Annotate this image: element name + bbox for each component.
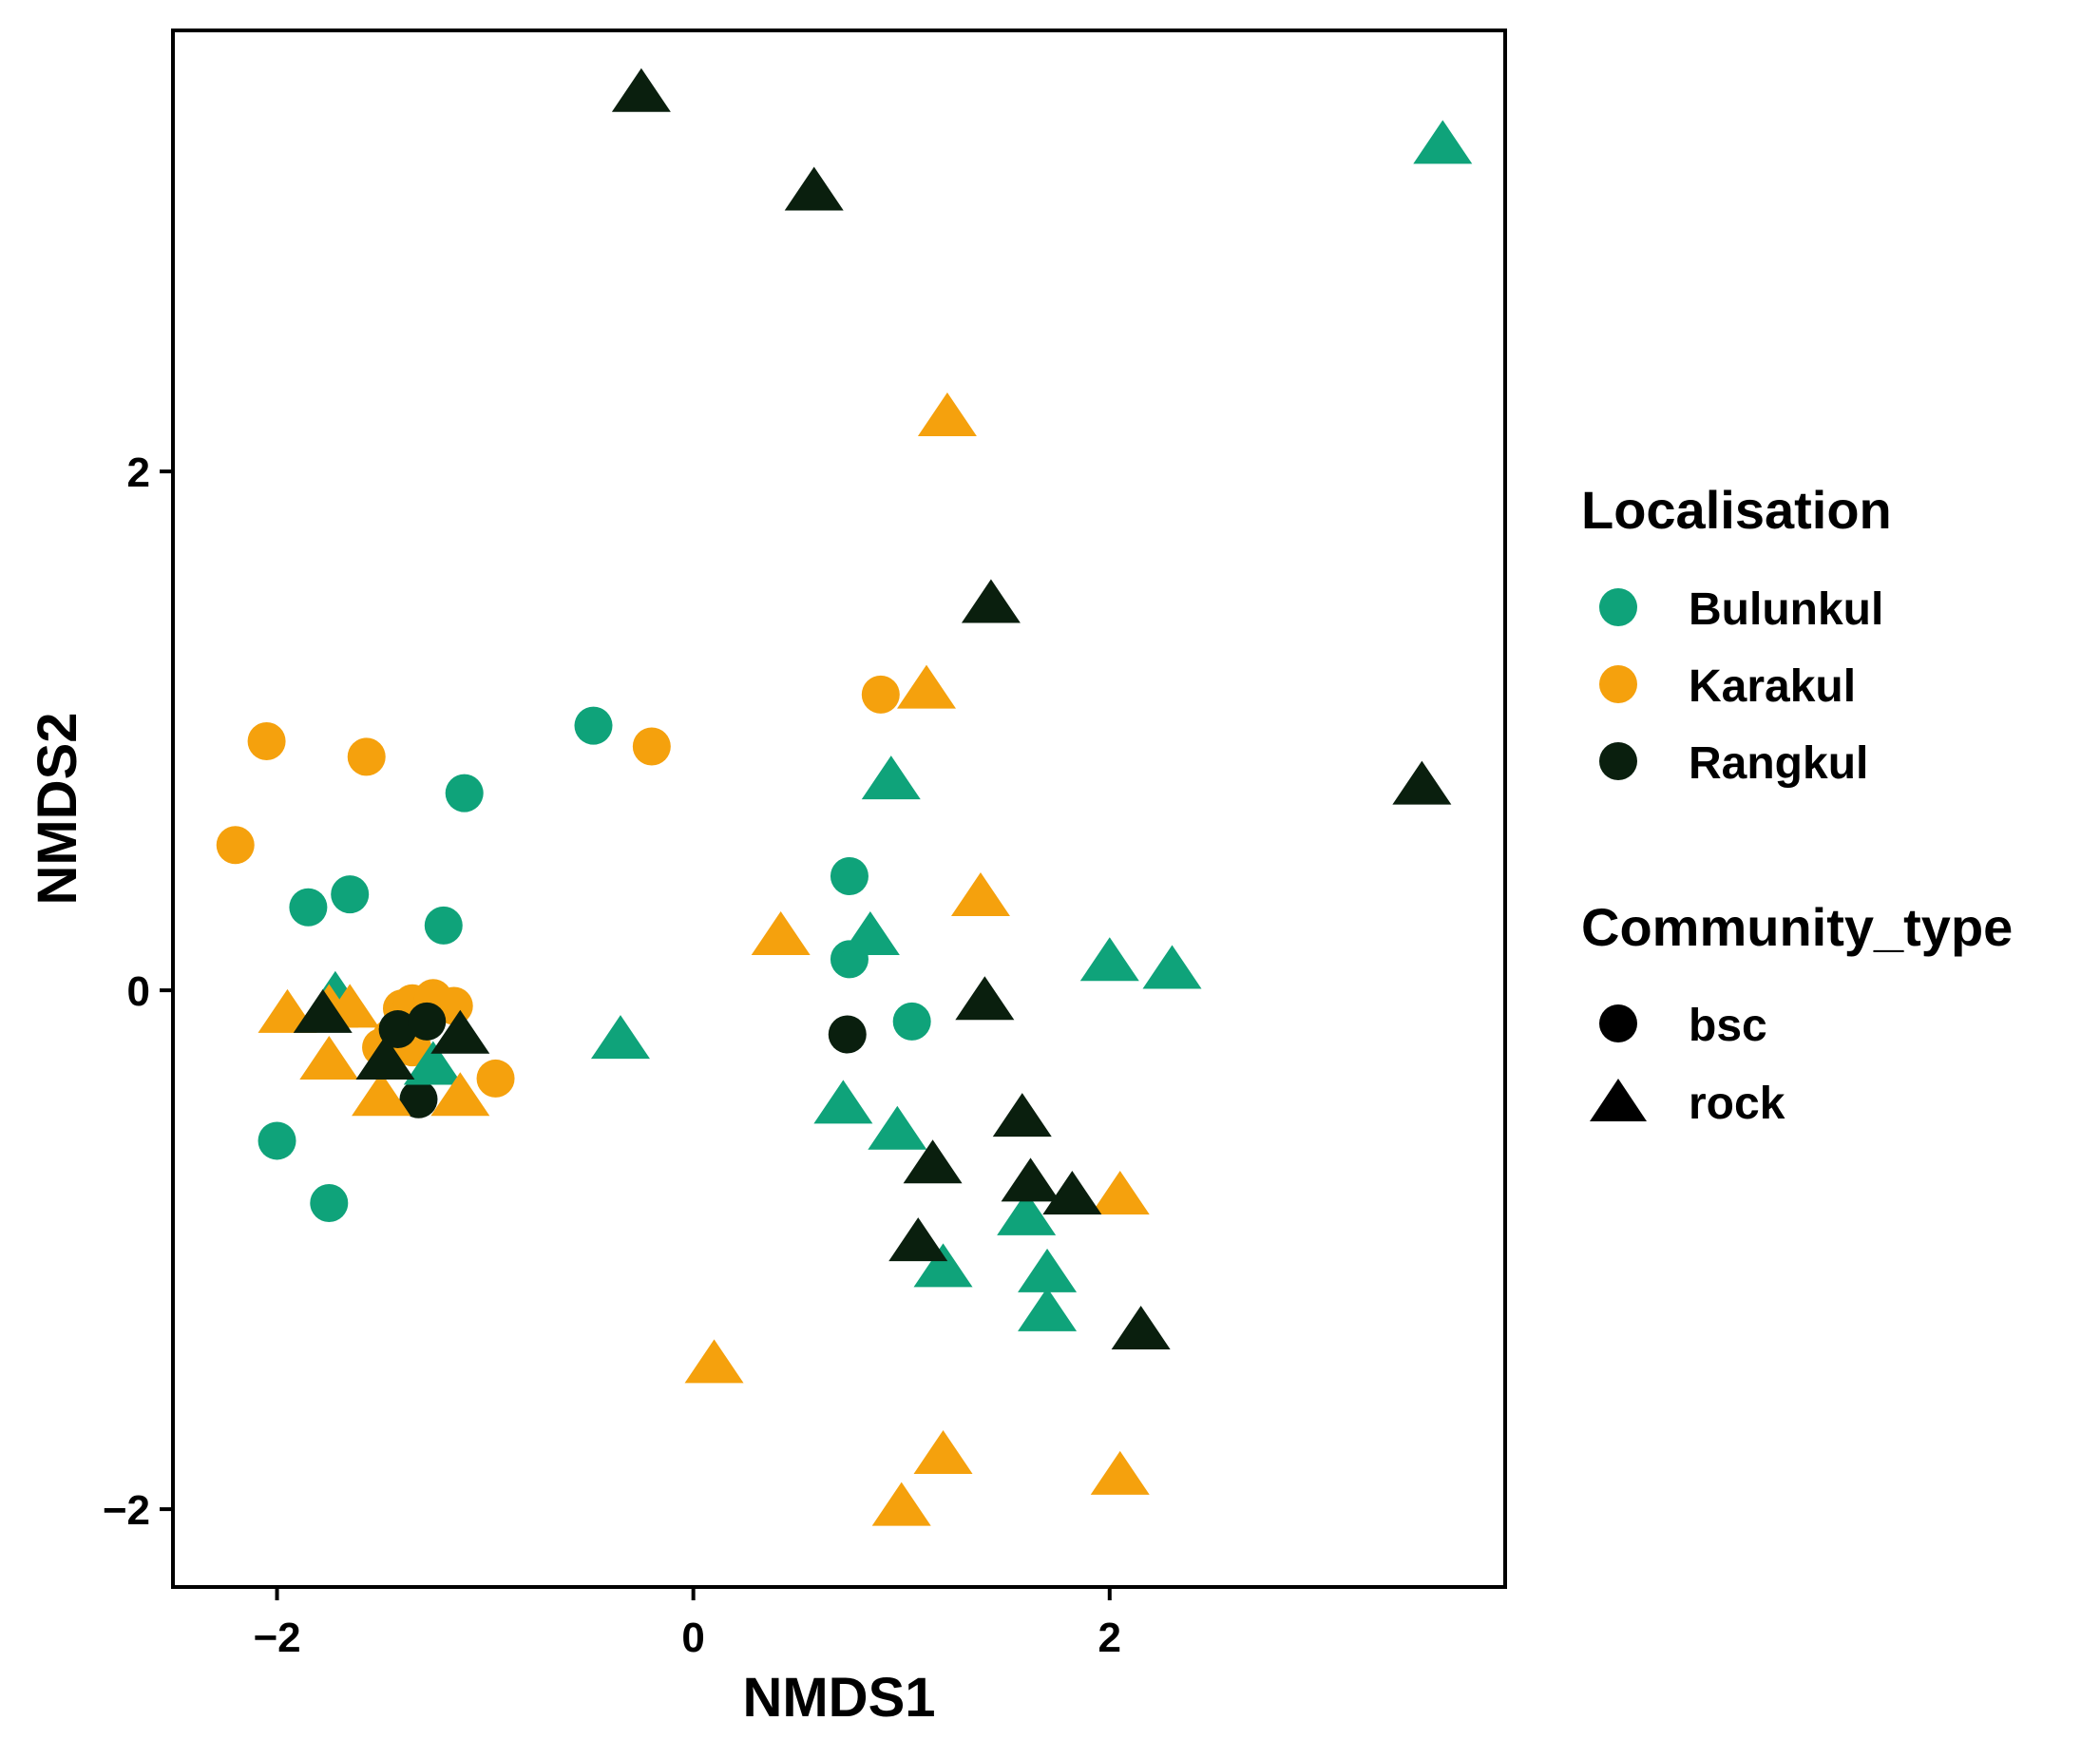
point-bulunkul-rock — [997, 1191, 1057, 1235]
plot-panel-border — [171, 29, 1507, 1589]
y-axis-tick-label: −2 — [103, 1487, 150, 1534]
point-karakul-bsc — [347, 737, 386, 776]
point-bulunkul-bsc — [289, 888, 328, 927]
legend-key-rangkul — [1599, 742, 1637, 780]
point-rangkul-rock — [1042, 1170, 1102, 1214]
point-bulunkul-rock — [840, 910, 900, 955]
point-bulunkul-bsc — [258, 1121, 296, 1160]
point-karakul-bsc — [476, 1059, 515, 1098]
point-bulunkul-rock — [1018, 1287, 1078, 1331]
point-bulunkul-rock — [1018, 1248, 1078, 1292]
legend-key-rock — [1590, 1079, 1647, 1121]
points-layer — [216, 67, 1473, 1526]
point-karakul-rock — [299, 1036, 359, 1080]
point-bulunkul-rock — [1413, 120, 1473, 164]
point-rangkul-rock — [355, 1036, 415, 1080]
y-axis-title: NMDS2 — [27, 712, 88, 905]
point-rangkul-rock — [888, 1217, 948, 1262]
point-karakul-bsc — [632, 727, 671, 766]
legend-label-rangkul: Rangkul — [1689, 738, 1868, 789]
point-bulunkul-bsc — [892, 1002, 931, 1041]
point-rangkul-bsc — [408, 1002, 447, 1041]
y-axis-tick-label: 2 — [127, 449, 150, 496]
point-bulunkul-rock — [403, 1041, 463, 1085]
legend: Localisation Bulunkul Karakul Rangkul Co… — [1581, 480, 2013, 1129]
x-axis-tick-label: −2 — [253, 1615, 300, 1661]
point-bulunkul-bsc — [574, 706, 613, 745]
point-bulunkul-rock — [813, 1080, 873, 1124]
point-bulunkul-bsc — [445, 774, 484, 813]
point-bulunkul-bsc — [310, 1183, 349, 1222]
x-axis-tick-label: 2 — [1098, 1615, 1121, 1661]
point-karakul-bsc — [247, 722, 286, 761]
point-karakul-bsc — [216, 826, 255, 865]
point-bulunkul-bsc — [331, 875, 370, 914]
point-bulunkul-rock — [868, 1105, 927, 1150]
point-rangkul-rock — [992, 1093, 1052, 1138]
point-karakul-rock — [430, 1072, 490, 1117]
point-karakul-bsc — [861, 675, 900, 714]
legend-label-karakul: Karakul — [1689, 661, 1856, 712]
point-karakul-rock — [950, 872, 1010, 917]
point-bulunkul-bsc — [424, 906, 463, 945]
legend-label-rock: rock — [1689, 1079, 1785, 1129]
legend-key-karakul — [1599, 665, 1637, 703]
point-rangkul-rock — [1111, 1305, 1171, 1349]
point-karakul-rock — [897, 664, 957, 709]
point-rangkul-bsc — [378, 1010, 417, 1049]
point-rangkul-rock — [903, 1139, 963, 1184]
point-rangkul-bsc — [399, 1080, 438, 1119]
point-karakul-rock — [1090, 1450, 1150, 1495]
point-karakul-rock — [684, 1339, 744, 1384]
legend-label-bulunkul: Bulunkul — [1689, 584, 1883, 635]
point-karakul-rock — [913, 1429, 973, 1474]
legend-title-community-type: Community_type — [1581, 897, 2013, 957]
point-rangkul-rock — [784, 166, 844, 211]
point-bulunkul-rock — [861, 755, 921, 800]
point-rangkul-rock — [961, 579, 1021, 623]
point-bulunkul-rock — [913, 1243, 973, 1288]
point-bulunkul-rock — [590, 1015, 650, 1060]
legend-label-bsc: bsc — [1689, 1001, 1767, 1051]
point-karakul-rock — [751, 910, 811, 955]
x-axis-title: NMDS1 — [742, 1667, 935, 1729]
point-rangkul-rock — [1392, 760, 1452, 805]
legend-key-bsc — [1599, 1004, 1637, 1042]
point-rangkul-rock — [430, 1009, 490, 1054]
axes-layer: −2 0 2 −2 0 2 — [103, 449, 1121, 1661]
legend-key-bulunkul — [1599, 588, 1637, 626]
point-rangkul-rock — [955, 976, 1015, 1021]
point-karakul-rock — [352, 1072, 411, 1117]
point-bulunkul-rock — [1079, 937, 1139, 982]
point-bulunkul-bsc — [830, 856, 869, 895]
point-rangkul-bsc — [828, 1015, 867, 1054]
point-bulunkul-rock — [1142, 945, 1202, 989]
y-axis-tick-label: 0 — [127, 968, 150, 1015]
point-karakul-rock — [917, 392, 977, 436]
point-rangkul-rock — [611, 67, 671, 112]
point-karakul-rock — [1090, 1170, 1150, 1214]
x-axis-tick-label: 0 — [681, 1615, 704, 1661]
legend-title-localisation: Localisation — [1581, 480, 1892, 540]
point-rangkul-rock — [1001, 1157, 1060, 1202]
point-rangkul-rock — [293, 988, 353, 1033]
point-karakul-rock — [871, 1482, 931, 1526]
